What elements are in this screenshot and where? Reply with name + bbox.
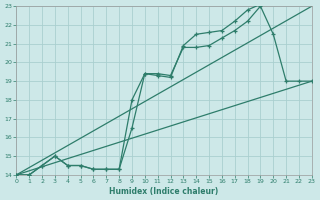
- X-axis label: Humidex (Indice chaleur): Humidex (Indice chaleur): [109, 187, 219, 196]
